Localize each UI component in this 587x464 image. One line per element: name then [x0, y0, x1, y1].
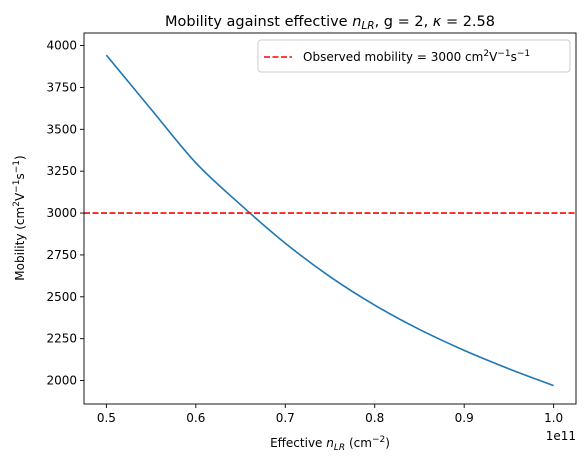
xlabel-prefix: Effective [270, 436, 326, 450]
xlabel-var: n [326, 436, 334, 450]
x-axis-ticks: 0.5 0.6 0.7 0.8 0.9 1.0 [97, 404, 563, 425]
x-tick-label: 0.8 [365, 411, 384, 425]
legend-sup3: −1 [517, 49, 530, 59]
legend-sup2: −1 [497, 49, 510, 59]
y-tick-label: 2000 [46, 374, 77, 388]
title-suffix: , g = 2, [375, 14, 433, 30]
ylabel-mid2: s [13, 173, 27, 179]
xlabel-var-sub: LR [334, 443, 345, 453]
y-tick-label: 2750 [46, 248, 77, 262]
legend-label-observed-mobility: Observed mobility = 3000 cm2V−1s−1 [303, 49, 530, 64]
xlabel-unit-sup: −2 [372, 435, 385, 445]
legend-prefix: Observed mobility = 3000 cm [303, 50, 483, 64]
y-tick-label: 3500 [46, 122, 77, 136]
x-tick-label: 0.5 [97, 411, 116, 425]
ylabel-sup2: −1 [12, 180, 22, 193]
x-tick-label: 0.9 [455, 411, 474, 425]
xlabel-unit-open: (cm [345, 436, 372, 450]
legend-mid2: s [511, 50, 517, 64]
axes-frame [83, 32, 577, 405]
ylabel-sup3: −1 [12, 160, 22, 173]
x-tick-label: 0.6 [186, 411, 205, 425]
plot-area: 0.5 0.6 0.7 0.8 0.9 1.0 2000 2250 2500 2750 3000 3… [46, 32, 577, 425]
ylabel-suffix: ) [13, 155, 27, 160]
xlabel-unit-close: ) [385, 436, 390, 450]
ylabel-mid1: V [13, 192, 27, 201]
y-tick-label: 3250 [46, 164, 77, 178]
y-axis-ticks: 2000 2250 2500 2750 3000 3250 3500 3750 4000 [46, 39, 84, 388]
legend-box [257, 39, 571, 73]
title-kappa: κ [433, 14, 442, 30]
y-tick-label: 2250 [46, 332, 77, 346]
y-tick-label: 2500 [46, 290, 77, 304]
ylabel-prefix: Mobility (cm [13, 207, 27, 281]
y-tick-label: 4000 [46, 39, 77, 53]
legend-sup1: 2 [483, 49, 489, 59]
y-axis-label: Mobility (cm2V−1s−1) [12, 155, 27, 280]
ylabel-sup1: 2 [12, 201, 22, 207]
y-tick-label: 3750 [46, 80, 77, 94]
x-tick-label: 1.0 [544, 411, 563, 425]
x-axis-offset-label: 1e11 [546, 429, 576, 443]
title-kappa-value: = 2.58 [441, 14, 495, 30]
title-var: n [352, 14, 361, 30]
series-layer [84, 54, 576, 387]
chart-title: Mobility against effective nLR, g = 2, κ… [165, 14, 495, 32]
x-tick-label: 0.7 [276, 411, 295, 425]
legend-mid1: V [489, 50, 498, 64]
title-var-sub: LR [361, 20, 374, 32]
x-axis-label: Effective nLR (cm−2) [270, 435, 390, 453]
mobility-curve-line [105, 54, 554, 387]
title-prefix: Mobility against effective [165, 14, 352, 30]
legend: Observed mobility = 3000 cm2V−1s−1 [257, 39, 571, 73]
y-tick-label: 3000 [46, 206, 77, 220]
